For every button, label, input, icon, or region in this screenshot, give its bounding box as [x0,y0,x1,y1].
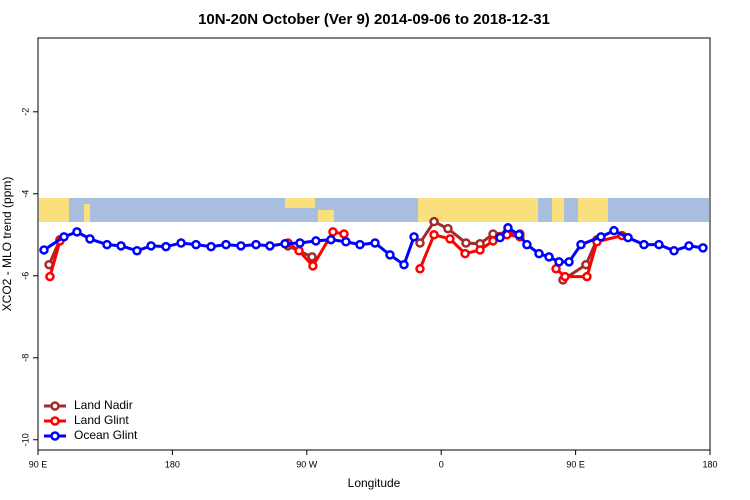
point [461,238,471,248]
point [415,264,425,274]
x-tick-label: 90 W [296,459,318,469]
point [385,250,395,260]
point [522,239,532,250]
point [576,239,586,250]
point [251,239,261,250]
x-tick-label: 180 [165,459,180,469]
x-tick-label: 180 [702,459,717,469]
point [399,259,409,270]
point [308,261,318,271]
point [294,246,304,256]
point [116,241,126,251]
point [45,271,55,282]
legend-marker [50,431,60,441]
legend-marker [50,416,60,426]
point [280,239,290,249]
point [85,234,95,244]
point [429,230,439,240]
chart-title: 10N-20N October (Ver 9) 2014-09-06 to 20… [198,11,550,28]
point [311,236,321,246]
point [564,257,574,267]
point [495,232,505,243]
point [341,236,351,247]
legend-label: Ocean Glint [74,428,138,442]
point [39,245,49,255]
point [475,245,485,255]
point [328,227,338,237]
x-tick-label: 90 E [566,459,585,469]
point [221,239,231,250]
point [191,239,201,250]
legend-marker [50,401,60,411]
point [206,241,216,252]
point [102,239,112,250]
point [560,271,570,282]
point [176,238,186,248]
point [544,252,554,262]
point [72,227,82,237]
point [355,239,365,250]
point [326,234,336,245]
point [161,241,171,252]
x-tick-label: 0 [439,459,444,469]
point [429,216,439,227]
y-tick-label: -10 [20,433,30,446]
legend-label: Land Nadir [74,398,133,412]
point [409,232,419,242]
point [339,229,349,239]
point [554,257,564,267]
point [445,234,455,244]
point [460,248,470,259]
y-tick-label: -2 [20,108,30,116]
x-tick-label: 90 E [29,459,48,469]
point [415,238,425,248]
point [370,238,380,248]
point [146,241,156,251]
point [236,241,246,251]
y-tick-label: -8 [20,354,30,362]
y-tick-label: -4 [20,190,30,198]
point [534,248,544,259]
point [639,239,649,250]
legend-label: Land Glint [74,413,129,427]
point [514,230,524,240]
point [698,243,708,253]
y-axis-label: XCO2 - MLO trend (ppm) [0,177,14,312]
map-strip [39,198,709,222]
plot-frame [37,37,711,451]
point [503,223,513,233]
point [654,239,664,250]
point [669,246,679,256]
point [684,241,694,251]
point [582,271,592,282]
y-tick-label: -6 [20,272,30,280]
point [295,238,305,248]
point [307,252,317,262]
point [265,241,275,251]
x-axis-label: Longitude [348,476,401,490]
point [59,232,69,242]
point [488,236,498,246]
point [609,225,619,236]
point [132,246,142,256]
point [623,232,633,243]
point [596,232,606,242]
point [443,223,453,234]
